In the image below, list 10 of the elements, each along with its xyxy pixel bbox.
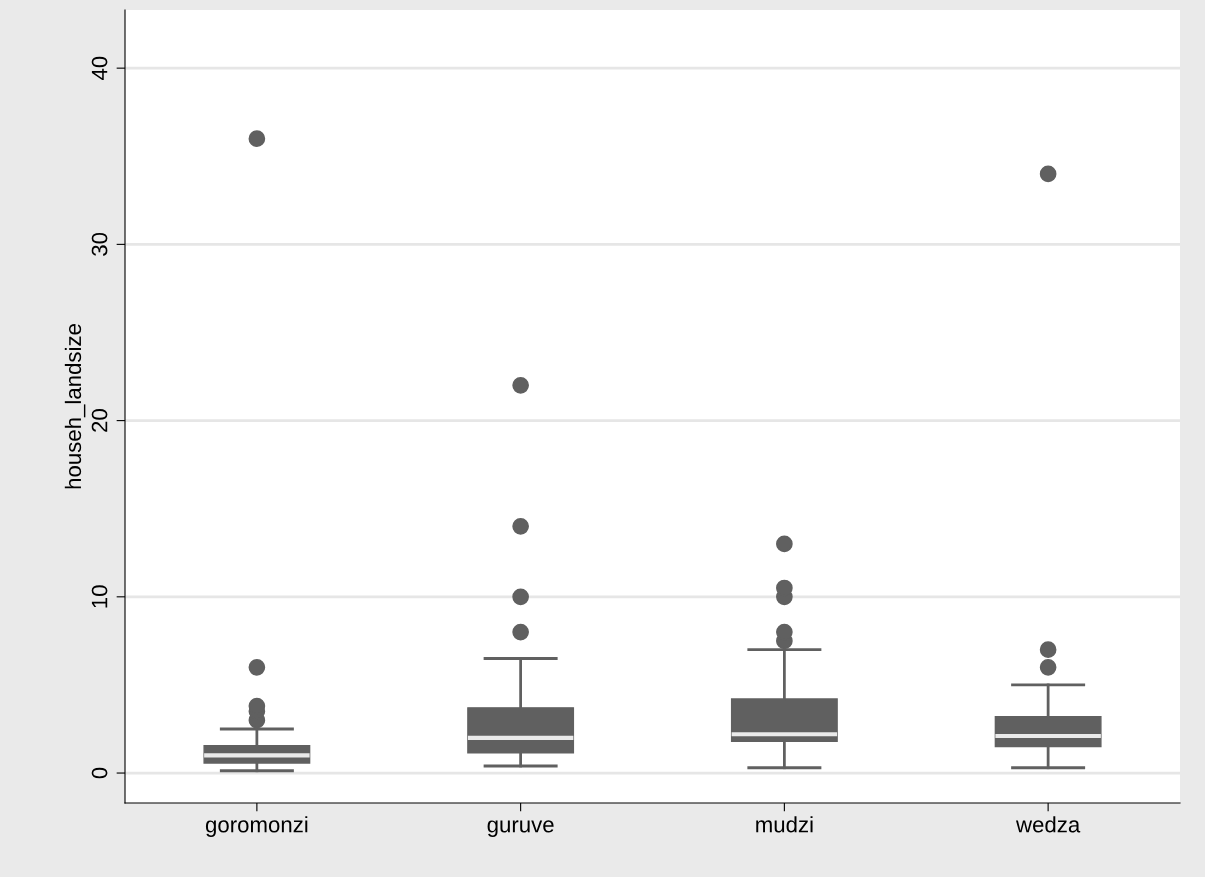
y-axis-title: househ_landsize [64, 324, 86, 489]
y-tick-label: 30 [91, 232, 108, 256]
x-tick-label: mudzi [756, 816, 813, 833]
y-tick-label: 0 [91, 767, 108, 779]
x-tick-label: goromonzi [205, 816, 308, 837]
y-tick-label: 10 [91, 585, 108, 608]
x-tick-label: guruve [487, 820, 554, 837]
y-tick-label: 20 [91, 409, 108, 432]
y-tick-label: 40 [91, 56, 108, 80]
x-tick-label: wedza [1015, 816, 1081, 833]
